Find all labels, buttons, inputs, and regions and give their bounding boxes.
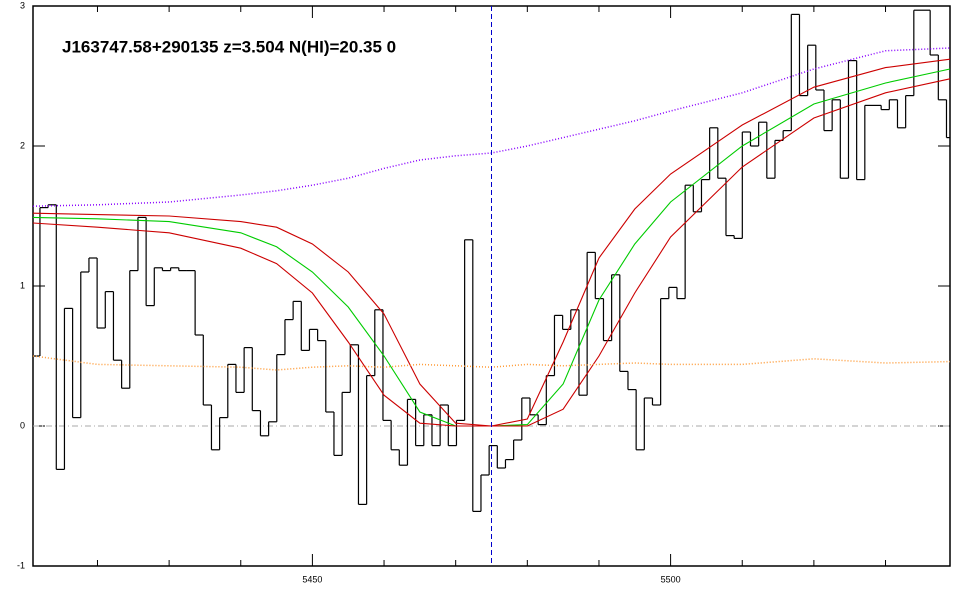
x-tick-label: 5500 [661,574,681,584]
y-tick-label: 0 [20,420,25,430]
model-line [32,58,951,427]
x-tick-label: 5450 [302,574,322,584]
flux-step-connectors [39,10,948,512]
model-line [32,78,951,427]
model-line [32,47,951,207]
y-tick-label: 1 [20,280,25,290]
model-line [32,355,951,371]
y-tick-label: 2 [20,140,25,150]
y-tick-label: 3 [20,0,25,10]
y-tick-label: -1 [17,560,25,570]
chart-title: J163747.58+290135 z=3.504 N(HI)=20.35 0 [62,37,396,56]
